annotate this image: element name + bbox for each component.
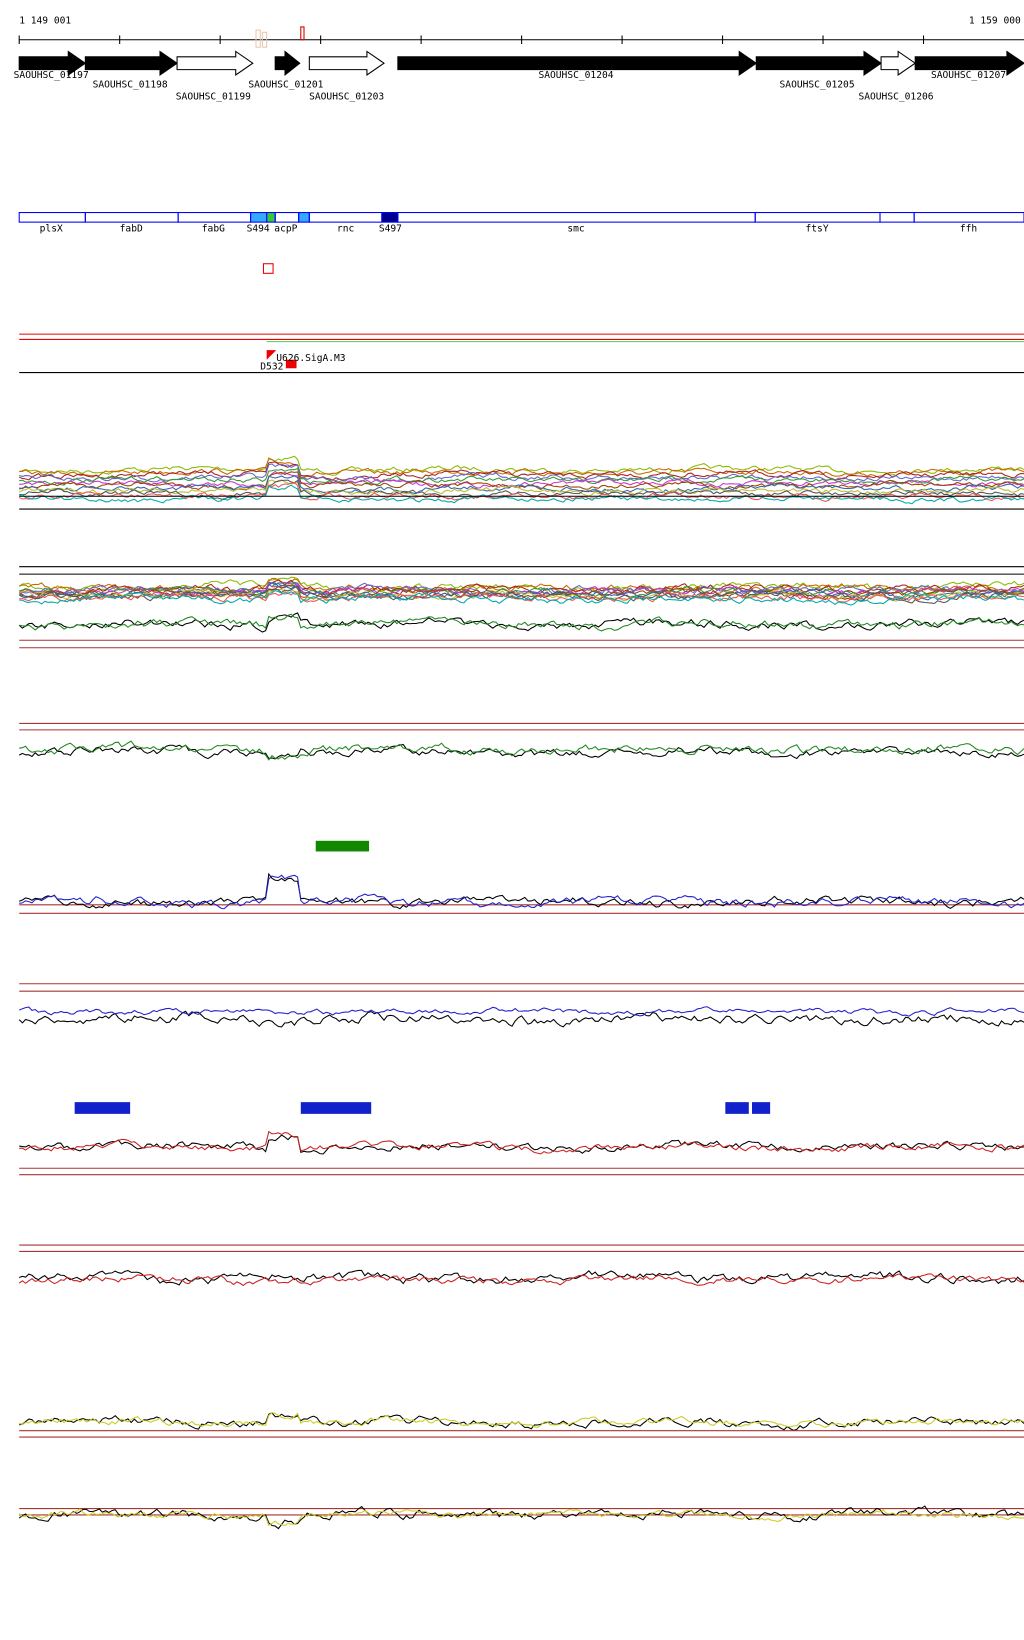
gene-label: SAOUHSC_01207	[931, 70, 1006, 81]
gene-arrow	[755, 50, 883, 76]
gene-label: SAOUHSC_01199	[176, 91, 251, 102]
gene-arrow	[176, 50, 254, 76]
feature-label: fabD	[120, 224, 143, 235]
feature-box	[381, 212, 399, 223]
gene-arrow	[274, 50, 301, 77]
gene-label: SAOUHSC_01201	[248, 80, 323, 91]
signal-line	[18, 484, 1024, 505]
feature-box	[266, 212, 276, 223]
signal-line	[18, 588, 1024, 602]
feature-label: smc	[567, 224, 584, 235]
gene-arrow	[18, 50, 87, 76]
signal-line	[18, 612, 1024, 633]
signal-line	[18, 1505, 1024, 1530]
feature-box	[879, 212, 915, 223]
feature-label: fabG	[202, 224, 225, 235]
feature-box	[308, 212, 383, 223]
feature-box	[177, 212, 252, 223]
gene-arrow	[397, 50, 758, 76]
signal-line	[19, 589, 1024, 606]
feature-label: plsX	[40, 224, 63, 235]
signal-line	[19, 1269, 1024, 1286]
feature-label: acpP	[274, 224, 297, 235]
small-gene	[300, 26, 305, 41]
peak-box	[315, 840, 370, 852]
signal-line	[19, 613, 1024, 632]
signal-line	[19, 475, 1024, 495]
gene-arrow	[308, 50, 385, 76]
small-gene	[255, 29, 261, 48]
feature-box	[754, 212, 881, 223]
signal-line	[18, 479, 1024, 497]
peak-box	[725, 1102, 749, 1114]
signal-line	[18, 579, 1024, 597]
signal-line	[19, 1130, 1024, 1155]
feature-box	[250, 212, 268, 223]
gene-label: SAOUHSC_01203	[309, 91, 384, 102]
feature-label: ffh	[960, 224, 977, 235]
gene-label: SAOUHSC_01206	[858, 91, 933, 102]
feature-label: rnc	[337, 224, 354, 235]
signal-line	[19, 740, 1024, 761]
gene-label: SAOUHSC_01197	[14, 70, 89, 81]
ruler-start: 1 149 001	[19, 16, 71, 27]
feature-box	[913, 212, 1024, 223]
site-marker	[262, 263, 274, 274]
feature-box	[397, 212, 756, 223]
peak-box	[752, 1102, 771, 1114]
feature-box	[298, 212, 310, 223]
signal-line	[19, 458, 1024, 478]
site-flag	[266, 350, 277, 360]
gene-label: SAOUHSC_01198	[93, 80, 168, 91]
gene-arrow	[880, 50, 917, 76]
gene-arrow	[84, 50, 179, 76]
signal-line	[18, 743, 1024, 760]
peak-box	[300, 1102, 372, 1114]
site-label: D532	[260, 361, 283, 372]
gene-label: SAOUHSC_01205	[780, 80, 855, 91]
peak-box	[74, 1102, 131, 1114]
ruler-end: 1 159 000	[969, 16, 1021, 27]
signal-line	[18, 1508, 1024, 1527]
gene-label: SAOUHSC_01204	[538, 70, 613, 81]
signal-line	[18, 585, 1024, 605]
feature-label: ftsY	[806, 224, 829, 235]
signal-line	[19, 1412, 1024, 1431]
signal-line	[18, 1010, 1024, 1028]
signal-line	[19, 577, 1024, 595]
signal-line	[18, 461, 1024, 481]
feature-box	[18, 212, 86, 223]
feature-box	[84, 212, 179, 223]
signal-line	[18, 1273, 1024, 1287]
feature-label: S494	[247, 224, 270, 235]
site-flag	[285, 359, 297, 369]
site-label: U626.SigA.M3	[276, 353, 346, 364]
signal-line	[18, 1412, 1024, 1428]
gene-arrow	[914, 50, 1024, 76]
feature-label: S497	[379, 224, 402, 235]
signal-line	[18, 481, 1024, 502]
signal-line	[18, 455, 1024, 476]
small-gene	[261, 31, 268, 48]
signal-line	[18, 1006, 1024, 1017]
feature-box	[274, 212, 300, 223]
signal-line	[19, 874, 1024, 910]
